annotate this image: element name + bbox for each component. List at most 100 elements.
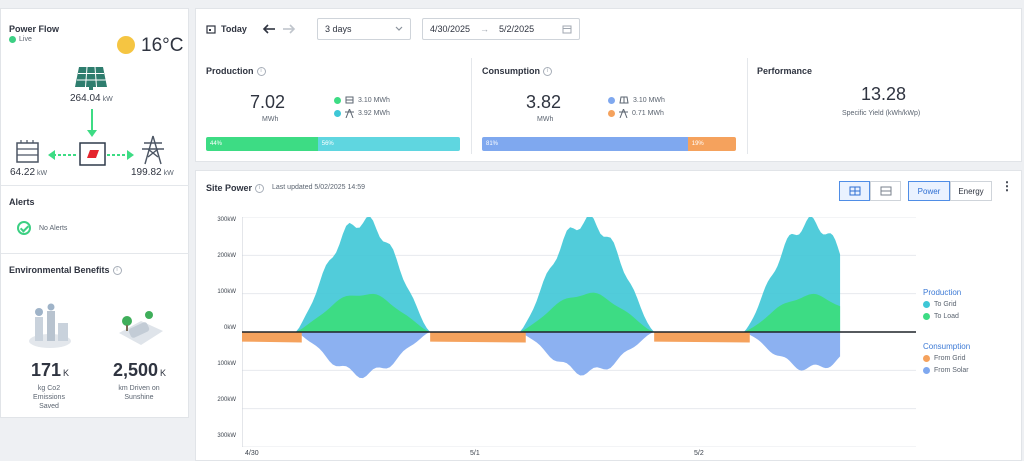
alerts-title: Alerts bbox=[9, 197, 35, 207]
grid-tower-icon bbox=[345, 109, 354, 118]
production-bar-to-load: 44% bbox=[206, 137, 318, 151]
solar-panel-icon bbox=[75, 66, 107, 90]
consumption-value: 3.82 bbox=[526, 92, 562, 112]
y-tick: 300kW bbox=[217, 433, 236, 439]
date-to[interactable]: 5/2/2025 bbox=[499, 24, 535, 34]
co2-label: kg Co2 Emissions Saved bbox=[33, 385, 65, 410]
left-panel: Power Flow Live 16°C 264.04 kW 64.22 kW bbox=[0, 8, 189, 418]
to-grid-area bbox=[519, 217, 655, 332]
legend-to-load[interactable]: To Load bbox=[923, 313, 959, 320]
today-button[interactable]: Today bbox=[206, 24, 247, 34]
production-split-bar: 44% 56% bbox=[206, 137, 460, 151]
info-icon[interactable]: i bbox=[256, 67, 266, 77]
view-combined-button[interactable] bbox=[839, 181, 870, 201]
legend-from-grid[interactable]: From Grid bbox=[923, 355, 966, 362]
live-status-label: Live bbox=[19, 36, 32, 43]
power-flow-diagram bbox=[48, 109, 134, 166]
consumption-bar-right-label: 19% bbox=[691, 141, 704, 147]
to-grid-dot bbox=[923, 301, 930, 308]
to-load-area bbox=[743, 293, 841, 332]
temperature: 16°C bbox=[141, 35, 184, 56]
divider bbox=[1, 253, 189, 254]
production-value: 7.02 bbox=[250, 92, 286, 112]
to-grid-area bbox=[295, 217, 431, 332]
site-power-chart[interactable] bbox=[242, 217, 916, 447]
load-power-number: 64.22 bbox=[10, 167, 36, 178]
from-grid-area bbox=[430, 332, 526, 343]
power-flow-title: Power Flow bbox=[9, 24, 60, 34]
km-number: 2,500 bbox=[113, 360, 159, 380]
energy-toggle-button[interactable]: Energy bbox=[950, 181, 992, 201]
divider bbox=[1, 185, 189, 186]
info-icon[interactable]: i bbox=[255, 184, 265, 194]
consumption-unit: MWh bbox=[537, 116, 554, 123]
km-value: 2,500 K bbox=[113, 360, 166, 381]
grid-power-value: 199.82 kW bbox=[131, 167, 174, 178]
chevron-down-icon bbox=[395, 26, 403, 31]
production-bar-left-label: 44% bbox=[210, 141, 223, 147]
grid-power-unit: kW bbox=[163, 170, 174, 177]
arrow-forward-icon[interactable] bbox=[282, 23, 296, 35]
y-tick: 200kW bbox=[217, 397, 236, 403]
production-title: Production i bbox=[206, 66, 266, 77]
info-icon[interactable]: i bbox=[112, 266, 122, 276]
y-tick: 100kW bbox=[217, 361, 236, 367]
consumption-bar-from-solar: 81% bbox=[482, 137, 688, 151]
legend-production-title: Production bbox=[923, 288, 962, 297]
info-icon[interactable]: i bbox=[543, 67, 552, 77]
legend-from-solar-label: From Solar bbox=[934, 367, 969, 374]
power-toggle-button[interactable]: Power bbox=[908, 181, 950, 201]
arrow-left-icon bbox=[48, 150, 55, 160]
date-range-picker[interactable]: 4/30/2025 → 5/2/2025 bbox=[422, 18, 580, 40]
no-alerts-label: No Alerts bbox=[39, 224, 68, 232]
date-from[interactable]: 4/30/2025 bbox=[430, 24, 471, 34]
date-arrow-icon: → bbox=[480, 24, 490, 34]
metrics-panel: Production i 7.02 MWh 3.10 MWh 3.92 MWh 4… bbox=[195, 48, 1022, 162]
site-power-title: Site Power i bbox=[206, 183, 265, 194]
consumption-from-solar-value: 3.10 MWh bbox=[633, 96, 665, 104]
calendar-icon[interactable] bbox=[562, 24, 572, 34]
from-grid-area bbox=[654, 332, 750, 343]
env-benefits-title: Environmental Benefits i bbox=[9, 265, 122, 276]
solar-power-unit: kW bbox=[102, 96, 113, 103]
production-title-label: Production bbox=[206, 66, 254, 76]
load-power-value: 64.22 kW bbox=[10, 167, 47, 178]
env-benefits-label: Environmental Benefits bbox=[9, 265, 110, 275]
production-bar-to-grid: 56% bbox=[317, 137, 460, 151]
toolbar: Today 3 days 4/30/2025 → 5/2/2025 bbox=[195, 8, 1022, 48]
to-load-area bbox=[519, 292, 655, 332]
live-dot-icon bbox=[9, 36, 16, 43]
legend-to-grid-label: To Grid bbox=[934, 301, 957, 308]
site-power-title-label: Site Power bbox=[206, 183, 253, 193]
grid-tower-icon bbox=[142, 135, 164, 165]
consumption-title-label: Consumption bbox=[482, 66, 540, 76]
x-tick: 5/1 bbox=[470, 450, 480, 457]
divider bbox=[747, 58, 748, 154]
from-solar-dot bbox=[923, 367, 930, 374]
factory-icon bbox=[29, 303, 71, 348]
consumption-title: Consumption i bbox=[482, 66, 552, 77]
to-load-dot bbox=[923, 313, 930, 320]
co2-unit: K bbox=[63, 368, 70, 378]
from-solar-area bbox=[295, 332, 431, 379]
production-to-load-value: 3.10 MWh bbox=[358, 96, 390, 104]
arrow-right-icon bbox=[127, 150, 134, 160]
sun-icon bbox=[117, 36, 135, 54]
calendar-icon bbox=[206, 25, 216, 34]
view-split-button[interactable] bbox=[870, 181, 901, 201]
range-select[interactable]: 3 days bbox=[317, 18, 411, 40]
consumption-from-grid-value: 0.71 MWh bbox=[632, 110, 664, 117]
x-tick: 5/2 bbox=[694, 450, 704, 457]
more-options-icon[interactable]: ⋮ bbox=[1001, 179, 1013, 193]
co2-value: 171 K bbox=[31, 360, 69, 381]
consumption-from-solar: 3.10 MWh bbox=[608, 96, 665, 104]
consumption-bar-from-grid: 19% bbox=[687, 137, 736, 151]
legend-from-solar[interactable]: From Solar bbox=[923, 367, 969, 374]
arrow-back-icon[interactable] bbox=[262, 23, 276, 35]
legend-to-load-label: To Load bbox=[934, 313, 959, 320]
performance-title: Performance bbox=[757, 66, 813, 76]
solar-power-number: 264.04 bbox=[70, 93, 101, 104]
from-grid-dot bbox=[608, 110, 615, 117]
from-solar-area bbox=[743, 332, 841, 371]
legend-to-grid[interactable]: To Grid bbox=[923, 301, 957, 308]
